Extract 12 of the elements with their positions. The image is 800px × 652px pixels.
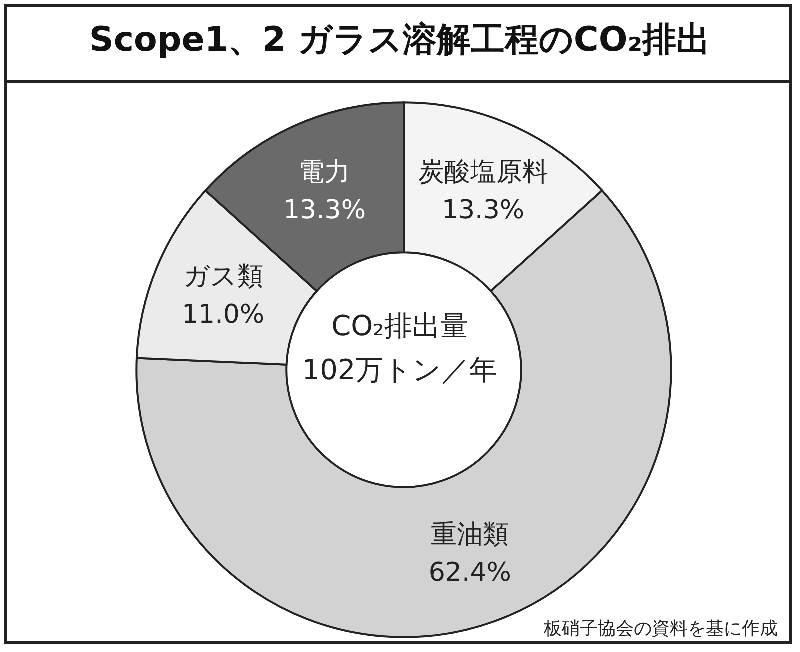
data-label: 13.3% [442, 195, 525, 226]
slice-label: 炭酸塩原料 [418, 157, 548, 188]
text: 板硝子協会の資料を基に作成 [543, 618, 778, 640]
slice-label: 電力 [298, 157, 351, 188]
chart-title: Scope1、2 ガラス溶解工程のCO₂排出 [89, 20, 711, 60]
slice-label: ガス類 [183, 262, 264, 292]
slice-label: 重油類 [431, 520, 510, 550]
data-label: 13.3% [283, 195, 366, 226]
text: CO₂排出量 [332, 310, 468, 342]
data-label: 62.4% [428, 558, 512, 588]
data-label: 11.0% [182, 300, 265, 330]
text: 102万トン／年 [302, 354, 498, 386]
